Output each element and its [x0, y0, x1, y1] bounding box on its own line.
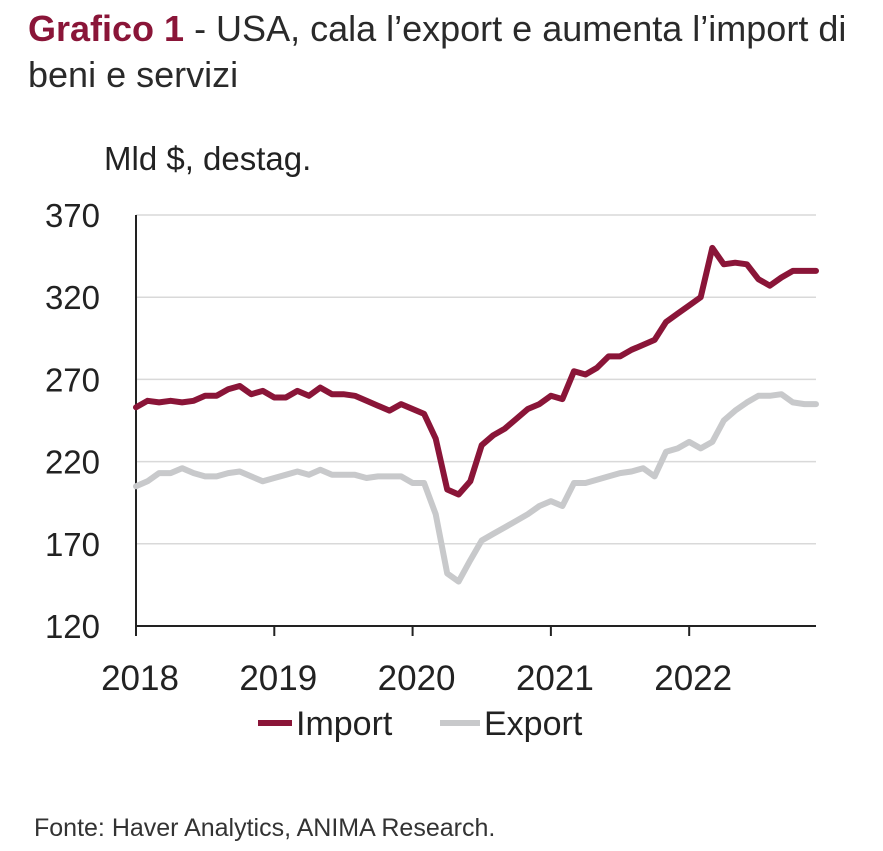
- chart-title: Grafico 1 - USA, cala l’export e aumenta…: [28, 6, 868, 98]
- x-tick-label: 2022: [654, 659, 732, 698]
- y-tick-label: 120: [45, 608, 100, 645]
- x-tick-label: 2019: [239, 659, 317, 698]
- source-note: Fonte: Haver Analytics, ANIMA Research.: [34, 814, 496, 842]
- legend-label-export: Export: [484, 705, 583, 743]
- series-lines: [133, 244, 819, 585]
- y-tick-label: 220: [45, 444, 100, 481]
- x-axis: 2018 2019 2020 2021 2022: [101, 215, 816, 698]
- y-tick-label: 170: [45, 526, 100, 563]
- x-tick-label: 2020: [378, 659, 456, 698]
- grid-lines: [136, 214, 816, 545]
- y-tick-label: 370: [45, 197, 100, 234]
- series-line-import: [133, 244, 819, 498]
- y-tick-label: 320: [45, 279, 100, 316]
- legend-label-import: Import: [296, 705, 393, 743]
- y-axis-ticks: 370 320 270 220 170 120: [45, 197, 100, 645]
- x-tick-label: 2018: [101, 659, 179, 698]
- chart-title-text: - USA, cala l’export e aumenta l’import …: [28, 8, 847, 95]
- legend: Import Export: [258, 705, 583, 743]
- y-tick-label: 270: [45, 361, 100, 398]
- chart-title-lead: Grafico 1: [28, 8, 185, 49]
- series-line-export: [133, 391, 819, 585]
- y-axis-label: Mld $, destag.: [104, 140, 311, 177]
- x-tick-label: 2021: [516, 659, 594, 698]
